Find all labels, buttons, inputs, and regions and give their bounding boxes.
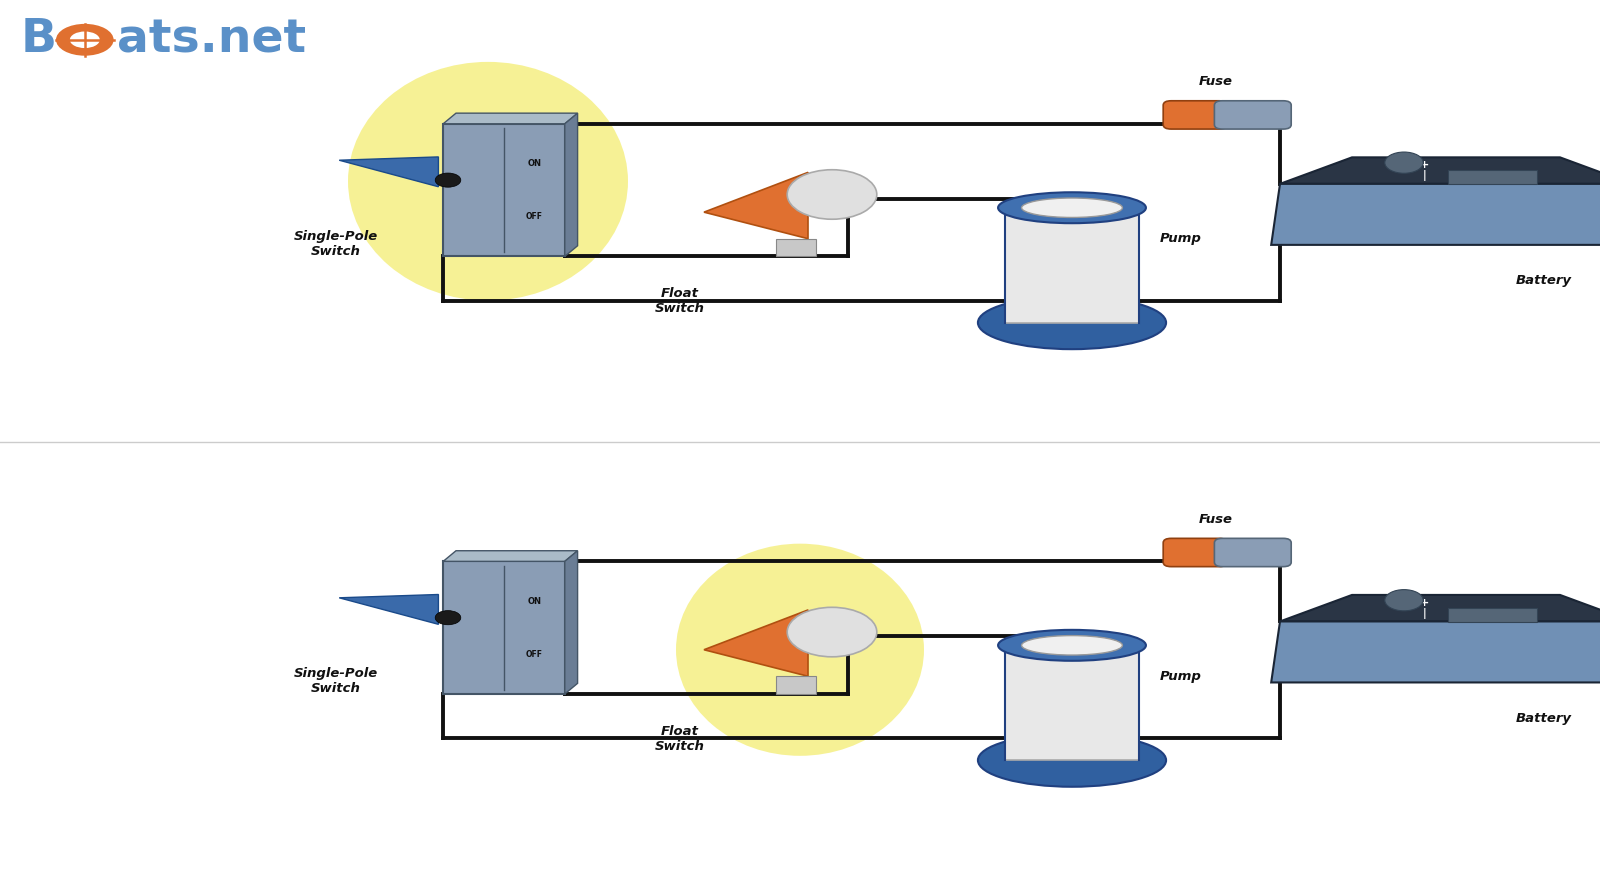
Circle shape: [70, 32, 99, 48]
Text: Single-Pole
Switch: Single-Pole Switch: [294, 667, 378, 696]
Polygon shape: [704, 172, 808, 239]
Ellipse shape: [349, 62, 627, 301]
Circle shape: [787, 607, 877, 657]
FancyBboxPatch shape: [1214, 101, 1291, 129]
Text: ats.net: ats.net: [117, 18, 306, 62]
Circle shape: [1384, 152, 1424, 173]
FancyBboxPatch shape: [776, 239, 816, 256]
Text: Single-Pole
Switch: Single-Pole Switch: [294, 230, 378, 258]
Circle shape: [435, 611, 461, 625]
Polygon shape: [704, 610, 808, 676]
FancyBboxPatch shape: [1163, 101, 1227, 129]
FancyBboxPatch shape: [1448, 608, 1538, 622]
Polygon shape: [1272, 621, 1600, 682]
Text: Pump: Pump: [1160, 670, 1202, 682]
Text: +: +: [1421, 598, 1429, 608]
Ellipse shape: [1022, 636, 1123, 655]
FancyBboxPatch shape: [443, 124, 565, 256]
Text: Float
Switch: Float Switch: [654, 287, 706, 316]
Ellipse shape: [998, 629, 1146, 660]
Polygon shape: [339, 594, 438, 624]
FancyBboxPatch shape: [1005, 208, 1139, 323]
Text: |: |: [1422, 171, 1427, 181]
Text: ON: ON: [528, 597, 541, 606]
Text: OFF: OFF: [526, 650, 542, 659]
Ellipse shape: [675, 544, 925, 756]
Circle shape: [1384, 590, 1424, 611]
FancyBboxPatch shape: [1448, 170, 1538, 184]
Polygon shape: [339, 156, 438, 187]
FancyBboxPatch shape: [443, 561, 565, 694]
FancyBboxPatch shape: [1005, 645, 1139, 760]
Text: Pump: Pump: [1160, 232, 1202, 245]
Text: Float
Switch: Float Switch: [654, 725, 706, 753]
Text: B: B: [21, 18, 58, 62]
FancyBboxPatch shape: [776, 676, 816, 694]
Polygon shape: [1280, 595, 1600, 621]
Ellipse shape: [978, 296, 1166, 349]
Polygon shape: [443, 551, 578, 561]
Ellipse shape: [998, 192, 1146, 223]
Text: +: +: [1421, 160, 1429, 171]
Polygon shape: [1280, 157, 1600, 184]
Circle shape: [435, 173, 461, 187]
Circle shape: [56, 24, 114, 56]
FancyBboxPatch shape: [1214, 538, 1291, 567]
Circle shape: [787, 170, 877, 219]
Text: Battery: Battery: [1517, 712, 1573, 725]
Text: Fuse: Fuse: [1198, 513, 1234, 526]
FancyBboxPatch shape: [1163, 538, 1227, 567]
Polygon shape: [1272, 184, 1600, 245]
Text: ON: ON: [528, 159, 541, 168]
Polygon shape: [565, 551, 578, 694]
Text: |: |: [1422, 608, 1427, 619]
Polygon shape: [565, 113, 578, 256]
Text: OFF: OFF: [526, 212, 542, 221]
Polygon shape: [443, 113, 578, 124]
Text: Battery: Battery: [1517, 274, 1573, 287]
Ellipse shape: [978, 734, 1166, 787]
Text: Fuse: Fuse: [1198, 75, 1234, 88]
Ellipse shape: [1022, 198, 1123, 217]
